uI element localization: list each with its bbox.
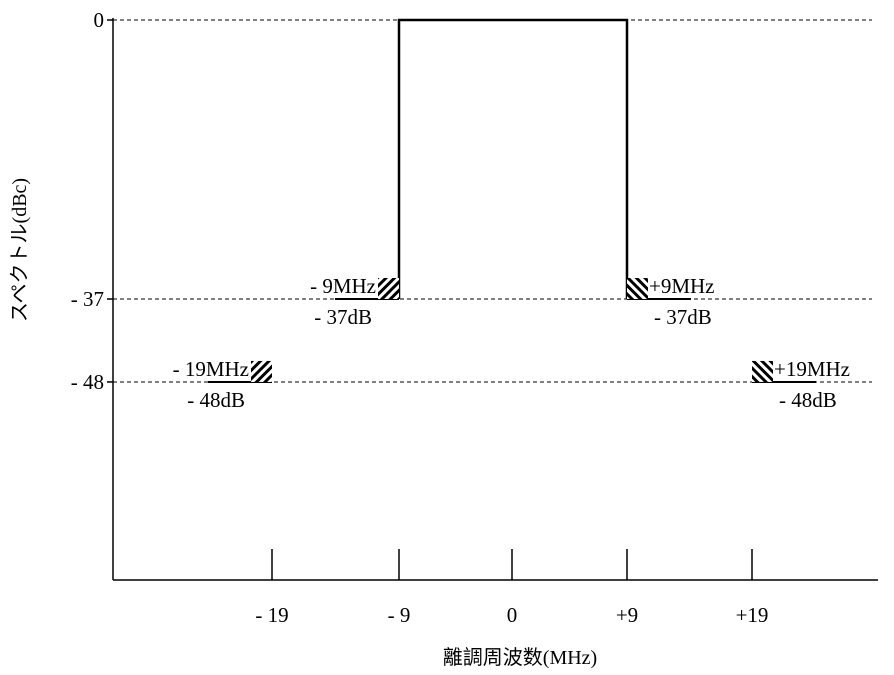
y-tick-label: - 48	[71, 370, 104, 394]
x-tick-label: 0	[507, 603, 518, 627]
x-ticks: - 19 - 9 0 +9 +19	[255, 549, 768, 627]
limit-marker: - 19MHz - 48dB	[173, 357, 272, 412]
limit-freq-label: +9MHz	[649, 274, 715, 298]
limit-freq-label: +19MHz	[774, 357, 850, 381]
limit-marker: +9MHz - 37dB	[627, 274, 715, 329]
x-tick-label: - 19	[255, 603, 288, 627]
reference-lines	[113, 19, 872, 383]
limit-level-label: - 37dB	[654, 305, 712, 329]
y-tick-label: - 37	[71, 287, 104, 311]
spectrum-mask-line	[397, 18, 629, 299]
x-tick-label: - 9	[388, 603, 411, 627]
x-axis-title: 離調周波数(MHz)	[443, 646, 597, 669]
limit-freq-label: - 19MHz	[173, 357, 249, 381]
limit-markers: - 19MHz - 48dB - 9MHz - 37dB +9MHz - 37dB +19M…	[173, 274, 850, 412]
x-tick-label: +9	[616, 603, 638, 627]
limit-level-label: - 48dB	[779, 388, 837, 412]
limit-marker: +19MHz - 48dB	[752, 357, 850, 412]
hatch-square	[627, 278, 648, 299]
y-axis-title: スペクトル(dBc)	[8, 178, 31, 322]
hatch-square	[251, 360, 272, 382]
limit-level-label: - 37dB	[314, 305, 372, 329]
limit-marker: - 9MHz - 37dB	[310, 274, 399, 329]
y-tick-label: 0	[94, 8, 105, 32]
hatch-square	[752, 360, 773, 382]
hatch-square	[378, 278, 399, 299]
limit-level-label: - 48dB	[187, 388, 245, 412]
y-ticks: 0 - 37 - 48	[71, 8, 113, 394]
limit-freq-label: - 9MHz	[310, 274, 376, 298]
x-tick-label: +19	[736, 603, 769, 627]
